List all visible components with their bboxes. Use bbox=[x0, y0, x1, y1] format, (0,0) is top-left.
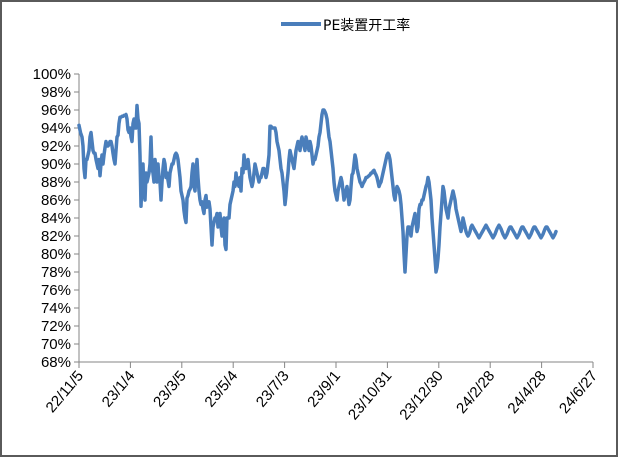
x-tick-label: 22/11/5 bbox=[43, 368, 87, 416]
y-tick-label: 82% bbox=[41, 228, 71, 245]
y-axis: 68%70%72%74%76%78%80%82%84%86%88%90%92%9… bbox=[33, 66, 80, 371]
y-tick-label: 80% bbox=[41, 246, 71, 263]
x-tick-label: 23/3/5 bbox=[150, 368, 190, 411]
y-tick-label: 86% bbox=[41, 192, 71, 209]
y-tick-label: 98% bbox=[41, 84, 71, 101]
x-tick-label: 24/4/28 bbox=[504, 368, 549, 417]
series-line-pe-utilization bbox=[77, 103, 558, 274]
legend-label: PE装置开工率 bbox=[323, 17, 410, 34]
y-tick-label: 68% bbox=[41, 354, 71, 371]
y-tick-label: 74% bbox=[41, 300, 71, 317]
y-tick-label: 96% bbox=[41, 102, 71, 119]
y-tick-label: 78% bbox=[41, 264, 71, 281]
x-tick-label: 23/10/31 bbox=[345, 368, 396, 424]
x-tick-label: 24/2/28 bbox=[453, 368, 498, 417]
y-tick-label: 100% bbox=[33, 66, 71, 83]
y-tick-label: 76% bbox=[41, 282, 71, 299]
x-tick-label: 23/5/4 bbox=[201, 368, 241, 411]
x-axis: 22/11/5 23/1/4 23/3/5 23/5/4 23/7/3 23/9/1 23/… bbox=[43, 361, 601, 424]
y-tick-label: 72% bbox=[41, 318, 71, 335]
y-tick-label: 92% bbox=[41, 138, 71, 155]
x-tick-label: 24/6/27 bbox=[556, 368, 601, 417]
legend: PE装置开工率 bbox=[281, 17, 410, 34]
y-tick-label: 90% bbox=[41, 156, 71, 173]
y-tick-label: 88% bbox=[41, 174, 71, 191]
x-tick-label: 23/9/1 bbox=[304, 368, 344, 411]
x-tick-label: 23/7/3 bbox=[253, 368, 293, 411]
x-tick-label: 23/12/30 bbox=[396, 368, 447, 424]
y-tick-label: 70% bbox=[41, 336, 71, 353]
y-tick-label: 94% bbox=[41, 120, 71, 137]
y-tick-label: 84% bbox=[41, 210, 71, 227]
x-tick-label: 23/1/4 bbox=[99, 368, 139, 411]
